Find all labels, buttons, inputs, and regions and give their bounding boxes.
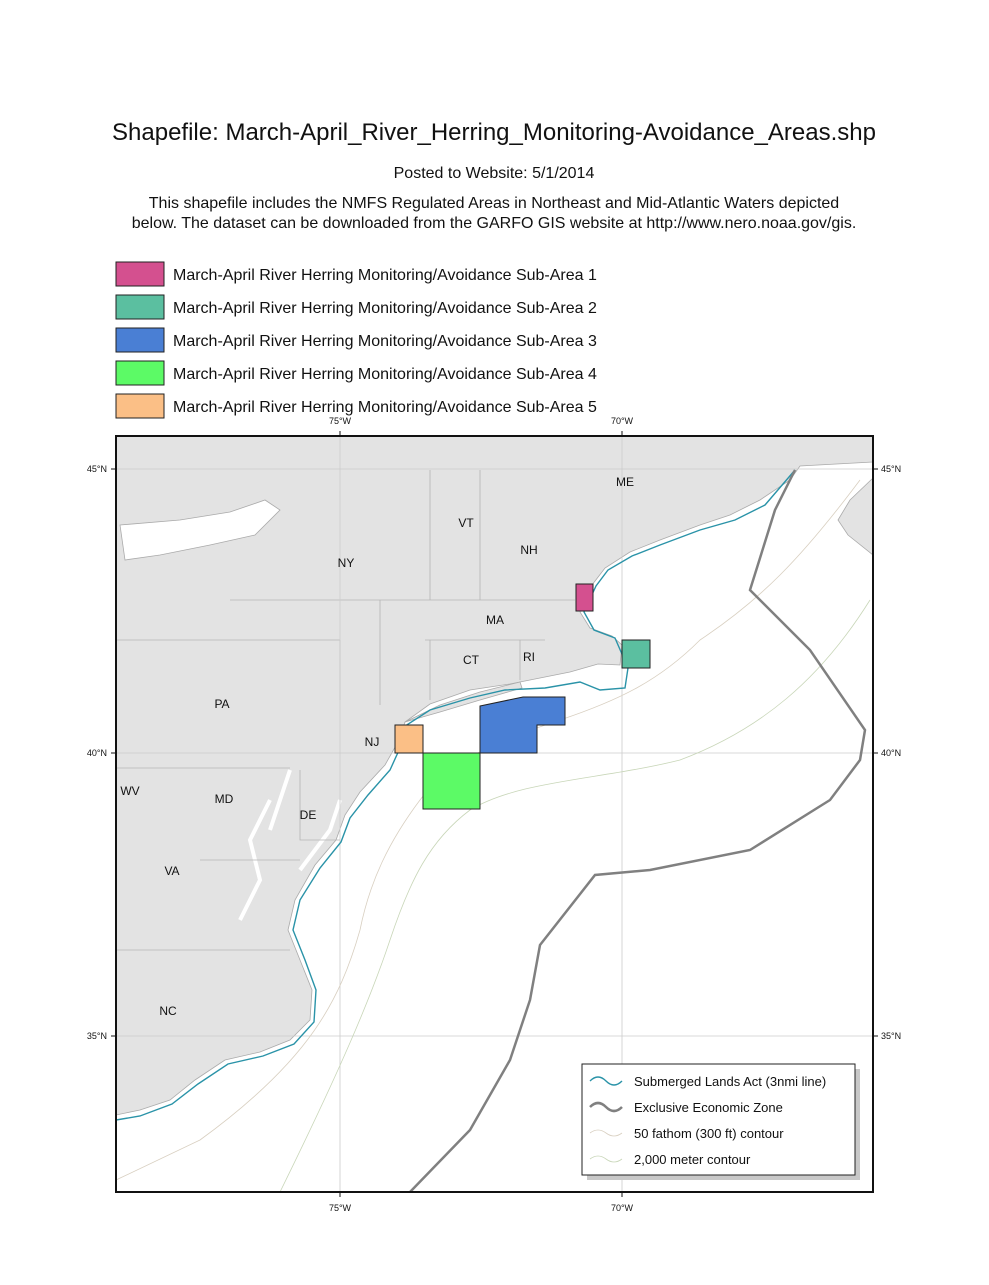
lat-label: 40°N bbox=[881, 748, 901, 758]
description: This shapefile includes the NMFS Regulat… bbox=[149, 195, 839, 212]
nova-scotia bbox=[837, 477, 873, 556]
posted: Posted to Website: 5/1/2014 bbox=[394, 165, 595, 182]
state-label: CT bbox=[463, 653, 480, 667]
legend-swatch bbox=[115, 327, 165, 353]
description: below. The dataset can be downloaded fro… bbox=[132, 215, 857, 232]
legend-swatch bbox=[115, 360, 165, 386]
legend-label: March-April River Herring Monitoring/Avo… bbox=[173, 399, 597, 416]
long-island bbox=[404, 681, 523, 723]
eez-line bbox=[409, 469, 867, 1192]
legend-swatch bbox=[115, 294, 165, 320]
lat-label: 35°N bbox=[87, 1031, 107, 1041]
sub-area-2 bbox=[621, 639, 651, 669]
map-legend bbox=[581, 1063, 856, 1176]
lat-label: 35°N bbox=[881, 1031, 901, 1041]
title: Shapefile: March-April_River_Herring_Mon… bbox=[112, 119, 876, 146]
state-label: DE bbox=[300, 808, 317, 822]
legend-eez bbox=[589, 1101, 623, 1113]
sub-area-5 bbox=[394, 724, 424, 754]
state-label: ME bbox=[616, 475, 634, 489]
state-label: NJ bbox=[365, 735, 380, 749]
state-label: MA bbox=[486, 613, 504, 627]
legend-sla bbox=[589, 1076, 623, 1086]
map-legend-label: Exclusive Economic Zone bbox=[634, 1100, 783, 1115]
lon-label: 70°W bbox=[611, 416, 634, 426]
legend: March-April River Herring Monitoring/Avo… bbox=[115, 261, 597, 419]
legend-swatch bbox=[115, 261, 165, 287]
sub-area-3 bbox=[479, 696, 566, 754]
map-legend-label: 2,000 meter contour bbox=[634, 1152, 751, 1167]
lon-label: 70°W bbox=[611, 1203, 634, 1213]
map-legend-label: 50 fathom (300 ft) contour bbox=[634, 1126, 784, 1141]
legend-2000m bbox=[589, 1155, 623, 1163]
submerged-lands-line bbox=[116, 469, 796, 1121]
sub-area-1 bbox=[575, 583, 594, 612]
state-label: RI bbox=[523, 650, 535, 664]
lat-label: 40°N bbox=[87, 748, 107, 758]
state-label: MD bbox=[215, 792, 234, 806]
state-label: NH bbox=[520, 543, 537, 557]
lat-label: 45°N bbox=[881, 464, 901, 474]
state-label: PA bbox=[214, 697, 229, 711]
lon-label: 75°W bbox=[329, 1203, 352, 1213]
legend-label: March-April River Herring Monitoring/Avo… bbox=[173, 333, 597, 350]
legend-label: March-April River Herring Monitoring/Avo… bbox=[173, 366, 597, 383]
land bbox=[116, 436, 873, 1116]
lake-ontario bbox=[119, 499, 281, 561]
lon-label: 75°W bbox=[329, 416, 352, 426]
state-label: NY bbox=[338, 556, 355, 570]
contour-2000m bbox=[279, 599, 871, 1192]
tick-marks bbox=[111, 431, 878, 1197]
legend-label: March-April River Herring Monitoring/Avo… bbox=[173, 267, 597, 284]
map-legend-label: Submerged Lands Act (3nmi line) bbox=[634, 1074, 826, 1089]
state-label: VT bbox=[458, 516, 474, 530]
lat-label: 45°N bbox=[87, 464, 107, 474]
graticule bbox=[116, 436, 873, 1192]
legend-50f bbox=[589, 1129, 623, 1137]
map: ME VT NH NY MA CT RI PA NJ WV MD DE VA N… bbox=[116, 436, 873, 1192]
sub-area-4 bbox=[422, 752, 481, 810]
map-frame bbox=[115, 435, 874, 1193]
legend-swatch bbox=[115, 393, 165, 419]
state-label: NC bbox=[159, 1004, 177, 1018]
legend-label: March-April River Herring Monitoring/Avo… bbox=[173, 300, 597, 317]
state-label: WV bbox=[120, 784, 139, 798]
state-label: VA bbox=[164, 864, 179, 878]
